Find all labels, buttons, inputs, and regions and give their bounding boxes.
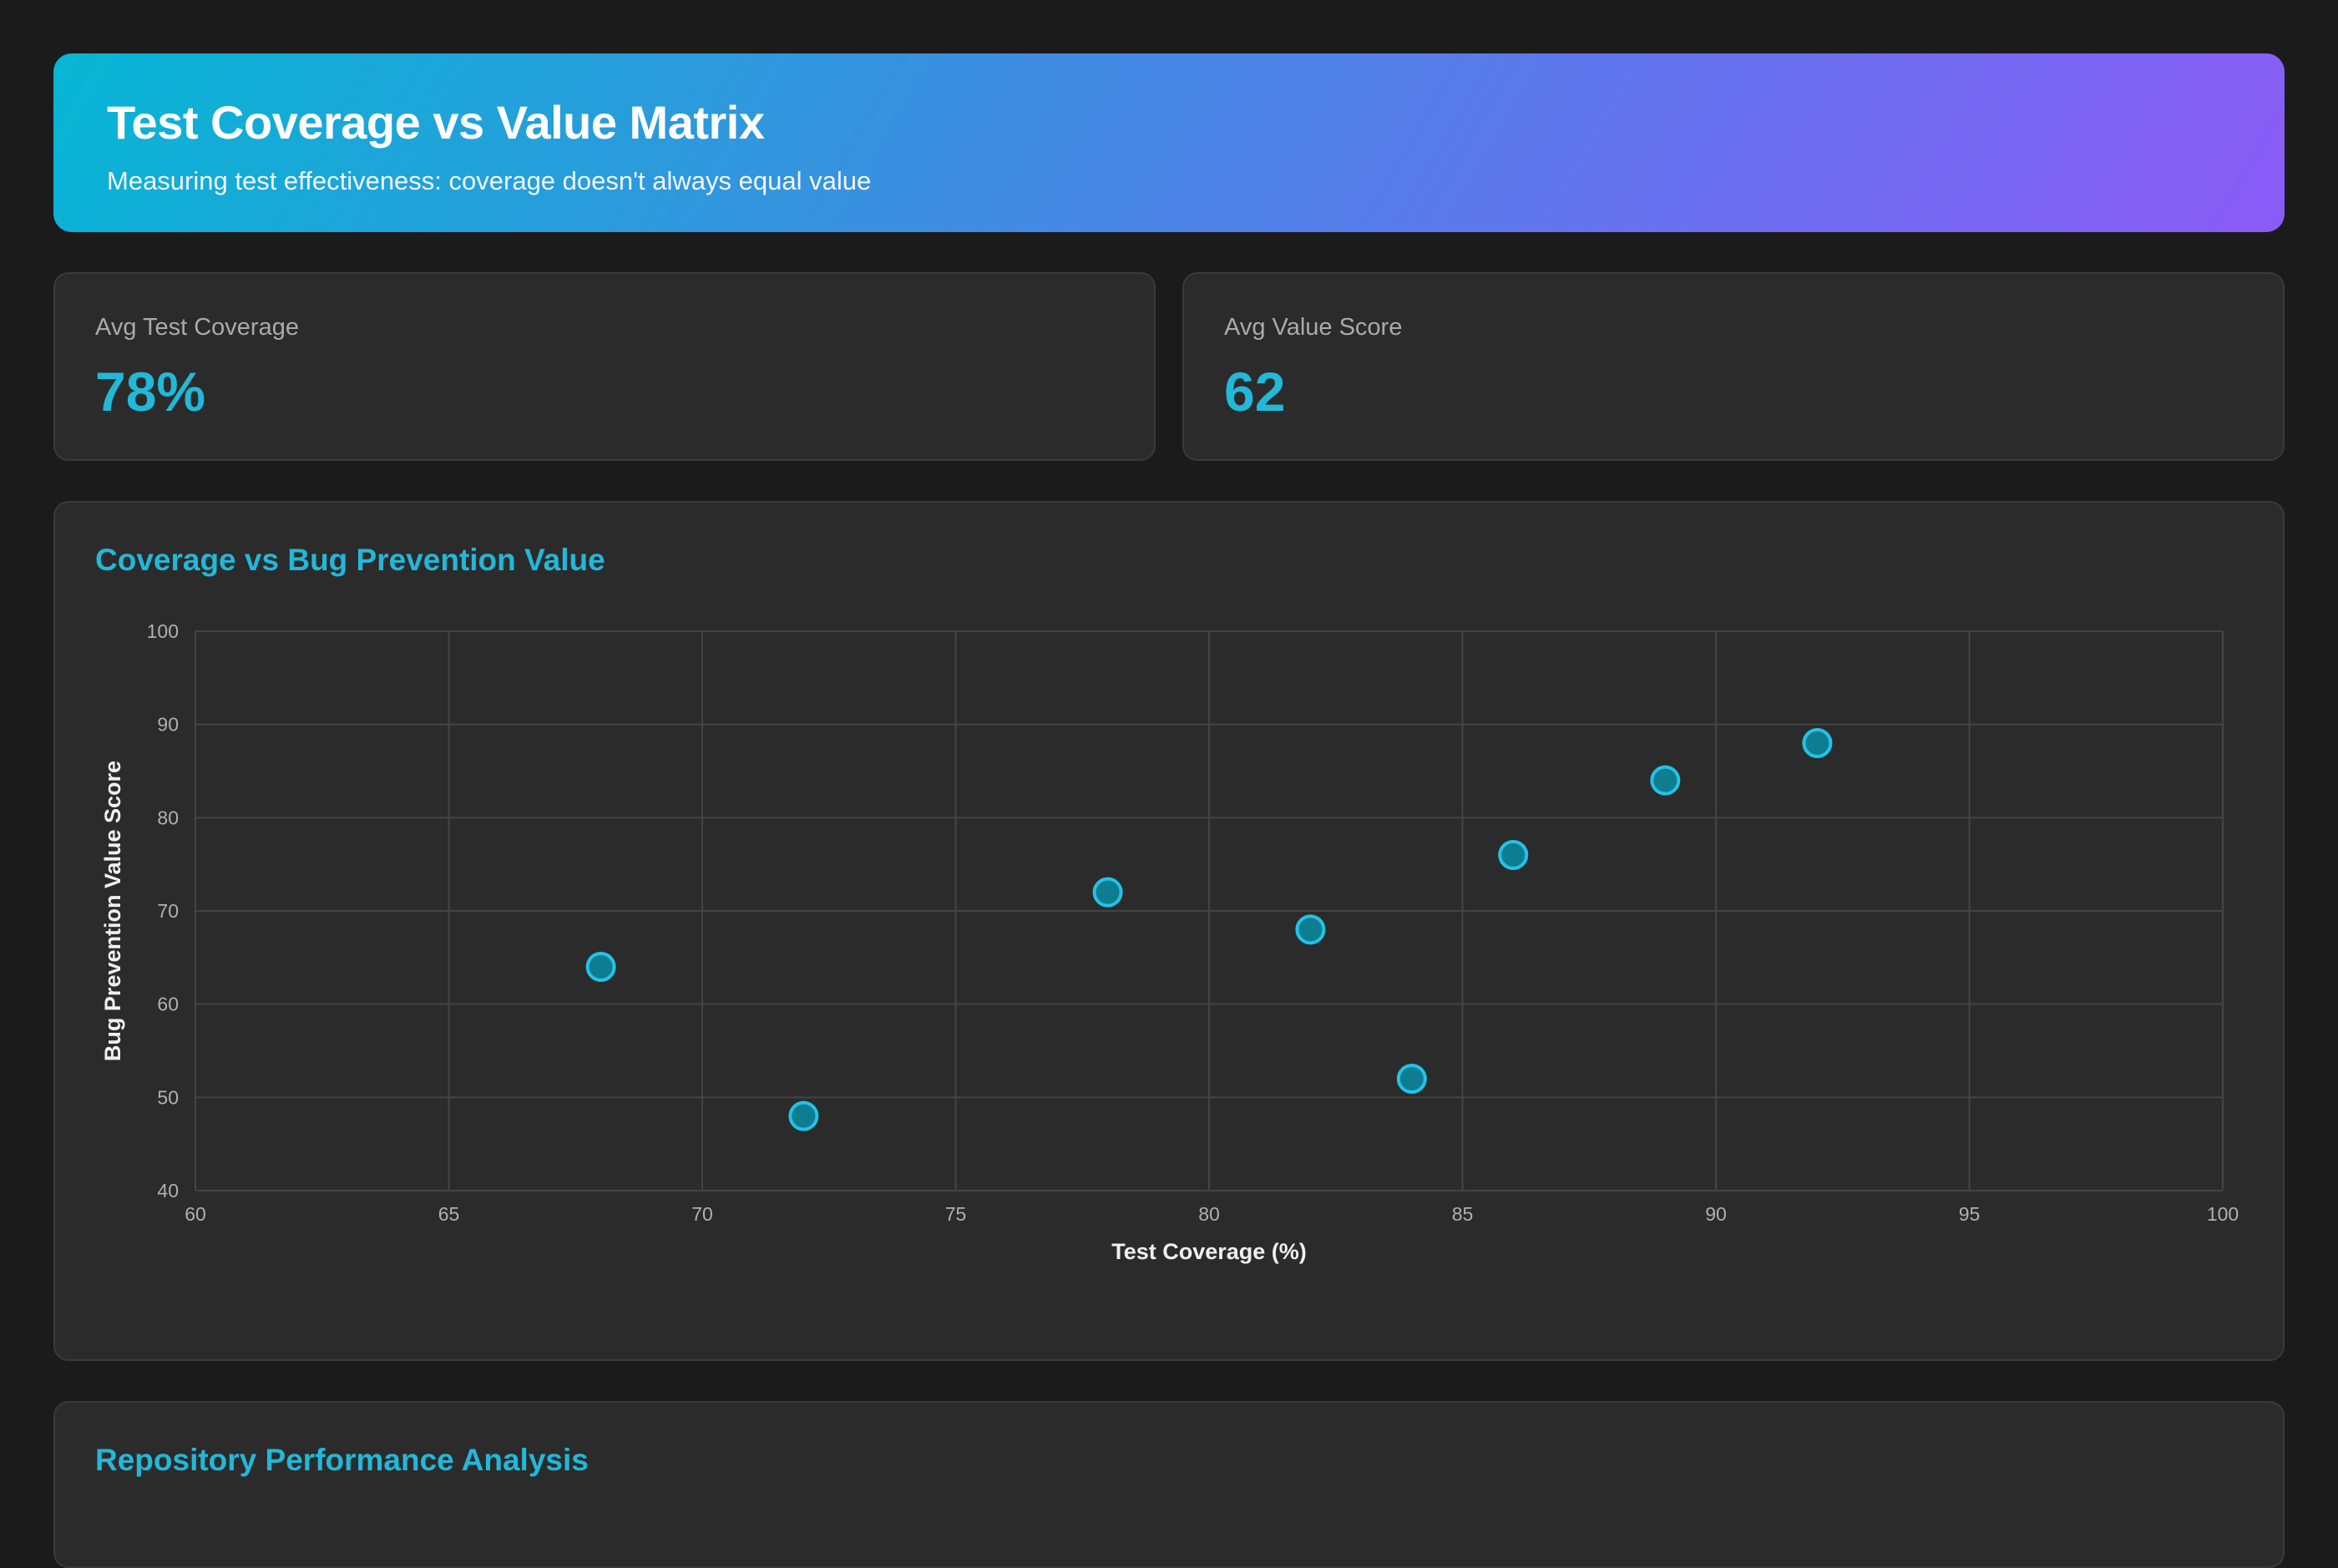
scatter-point <box>1295 914 1326 945</box>
x-tick-label: 90 <box>1705 1203 1727 1225</box>
stat-label-value-score: Avg Value Score <box>1224 314 1403 341</box>
stat-card-coverage: Avg Test Coverage 78% <box>53 272 1156 461</box>
x-tick-label: 65 <box>438 1203 460 1225</box>
y-tick-label: 70 <box>157 900 179 922</box>
x-tick-label: 85 <box>1452 1203 1474 1225</box>
x-tick-label: 60 <box>185 1203 206 1225</box>
scatter-point <box>788 1100 819 1131</box>
x-tick-label: 100 <box>2207 1203 2239 1225</box>
page-subtitle: Measuring test effectiveness: coverage d… <box>107 166 872 195</box>
x-axis-label: Test Coverage (%) <box>1111 1239 1307 1264</box>
repository-table-card: Repository Performance Analysis <box>53 1401 2285 1568</box>
y-tick-label: 100 <box>147 620 179 642</box>
y-tick-label: 80 <box>157 807 179 828</box>
scatter-point <box>1802 728 1833 758</box>
stat-value-coverage: 78% <box>95 361 206 422</box>
y-tick-label: 60 <box>157 994 179 1015</box>
scatter-point <box>1092 877 1123 908</box>
page-title: Test Coverage vs Value Matrix <box>107 96 765 149</box>
scatter-point <box>585 952 616 982</box>
table-section-title: Repository Performance Analysis <box>95 1443 589 1477</box>
scatter-chart: 60 65 70 75 80 85 90 95 100 40 50 60 70 80 90 100 Test C… <box>100 620 2239 1264</box>
y-axis-label: Bug Prevention Value Score <box>100 761 125 1061</box>
scatter-point <box>1396 1064 1427 1094</box>
scatter-point <box>1650 765 1681 796</box>
page-header: Test Coverage vs Value Matrix Measuring … <box>53 53 2285 232</box>
stat-card-value-score: Avg Value Score 62 <box>1182 272 2285 461</box>
y-tick-label: 40 <box>157 1180 179 1201</box>
stat-label-coverage: Avg Test Coverage <box>95 314 299 341</box>
y-tick-label: 50 <box>157 1086 179 1108</box>
chart-title: Coverage vs Bug Prevention Value <box>95 543 605 577</box>
x-tick-label: 75 <box>945 1203 967 1225</box>
y-tick-label: 90 <box>157 714 179 736</box>
x-tick-label: 95 <box>1959 1203 1981 1225</box>
x-tick-label: 80 <box>1198 1203 1220 1225</box>
scatter-point <box>1498 840 1529 870</box>
stat-value-value-score: 62 <box>1224 361 1286 422</box>
x-tick-label: 70 <box>691 1203 713 1225</box>
chart-card: Coverage vs Bug Prevention Value 60 65 70 7… <box>53 501 2285 1361</box>
